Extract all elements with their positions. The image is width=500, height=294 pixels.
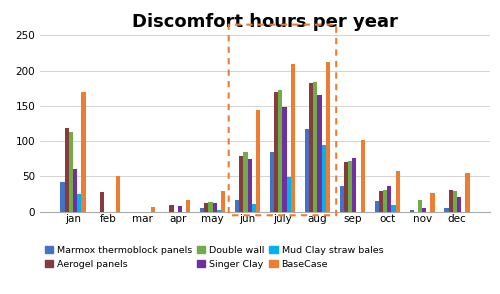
Bar xyxy=(448,190,453,212)
Bar xyxy=(217,210,221,212)
Bar xyxy=(453,191,457,212)
Bar xyxy=(270,152,274,212)
Bar xyxy=(212,203,217,212)
Legend: Marmox thermoblock panels, Aerogel panels, Double wall, Singer Clay, Mud Clay st: Marmox thermoblock panels, Aerogel panel… xyxy=(44,246,384,269)
Bar xyxy=(383,190,387,212)
Bar xyxy=(116,176,120,212)
Bar xyxy=(170,205,173,212)
Bar xyxy=(387,186,392,212)
Bar xyxy=(64,128,69,212)
Bar xyxy=(274,92,278,212)
Bar xyxy=(444,208,448,212)
Bar xyxy=(200,208,204,212)
Bar xyxy=(244,152,248,212)
Bar xyxy=(326,62,330,212)
Bar xyxy=(282,106,286,212)
Bar xyxy=(239,156,244,212)
Bar xyxy=(305,129,309,212)
Bar xyxy=(430,193,434,212)
Bar xyxy=(252,204,256,212)
Bar xyxy=(60,182,64,212)
Bar xyxy=(208,202,212,212)
Bar xyxy=(422,208,426,212)
Bar xyxy=(392,205,396,212)
Bar xyxy=(396,171,400,212)
Bar xyxy=(348,161,352,212)
Bar xyxy=(374,201,379,212)
Bar xyxy=(318,95,322,212)
Bar xyxy=(360,140,365,212)
Bar xyxy=(278,90,282,212)
Bar xyxy=(410,210,414,212)
Bar xyxy=(340,186,344,212)
Bar xyxy=(221,191,225,212)
Bar xyxy=(418,200,422,212)
Bar xyxy=(69,132,73,212)
Bar xyxy=(379,191,383,212)
Bar xyxy=(82,92,86,212)
Bar xyxy=(248,159,252,212)
Bar xyxy=(457,197,461,212)
Bar xyxy=(286,177,291,212)
Bar xyxy=(313,82,318,212)
Bar xyxy=(186,201,190,212)
Bar xyxy=(100,192,103,212)
Bar xyxy=(256,110,260,212)
Bar xyxy=(235,200,239,212)
Bar xyxy=(178,206,182,212)
Bar xyxy=(322,145,326,212)
Bar xyxy=(309,83,313,212)
Bar xyxy=(77,194,82,212)
Title: Discomfort hours per year: Discomfort hours per year xyxy=(132,13,398,31)
Bar xyxy=(151,207,156,212)
Bar xyxy=(352,158,356,212)
Bar xyxy=(73,169,77,212)
Bar xyxy=(344,162,348,212)
Bar xyxy=(466,173,469,212)
Bar xyxy=(204,203,208,212)
Bar xyxy=(291,64,295,212)
